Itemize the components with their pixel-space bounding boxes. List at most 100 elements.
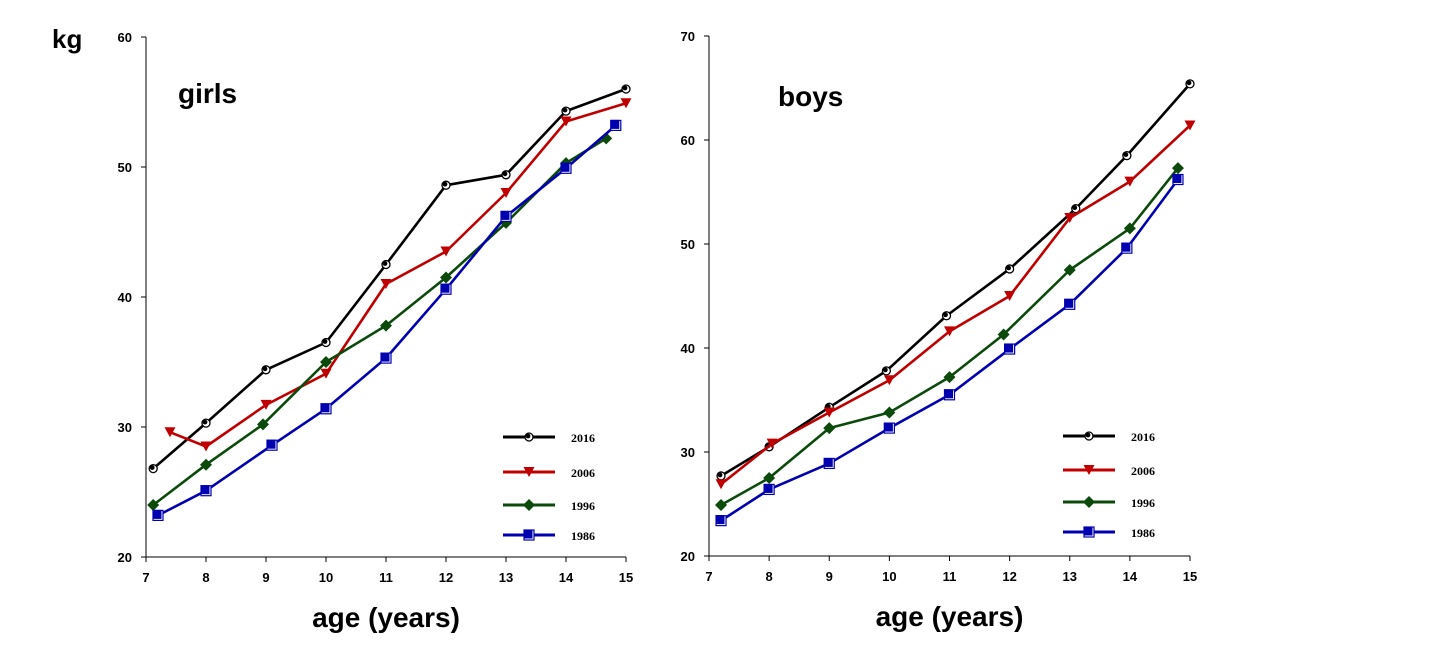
data-point bbox=[621, 84, 631, 94]
x-tick-label: 10 bbox=[882, 569, 896, 584]
data-point bbox=[320, 356, 332, 368]
data-point bbox=[440, 246, 452, 257]
x-tick-label: 15 bbox=[619, 570, 633, 585]
data-point bbox=[1121, 242, 1133, 254]
series-line bbox=[157, 124, 617, 517]
x-tick-label: 11 bbox=[943, 569, 957, 584]
data-point bbox=[715, 479, 727, 490]
data-point bbox=[823, 457, 835, 470]
data-point bbox=[1064, 298, 1076, 310]
data-point bbox=[1172, 173, 1184, 186]
data-point bbox=[380, 352, 392, 364]
y-tick-label: 50 bbox=[118, 160, 132, 175]
series-line bbox=[152, 137, 607, 507]
data-point bbox=[1004, 343, 1016, 355]
x-tick-label: 12 bbox=[1002, 569, 1016, 584]
legend-item: 1996 bbox=[503, 499, 595, 513]
data-point bbox=[257, 418, 269, 431]
data-point bbox=[997, 328, 1010, 341]
legend-marker bbox=[523, 467, 535, 477]
y-tick-label: 40 bbox=[118, 290, 132, 305]
data-point bbox=[152, 509, 164, 521]
x-tick-label: 14 bbox=[1123, 569, 1138, 584]
legend-label: 1986 bbox=[1131, 526, 1155, 540]
data-point bbox=[763, 472, 776, 484]
x-axis-title: age (years) bbox=[312, 602, 460, 633]
data-point bbox=[883, 422, 895, 434]
data-point bbox=[560, 116, 572, 127]
data-point bbox=[715, 499, 728, 512]
data-point bbox=[261, 365, 271, 375]
data-point bbox=[200, 458, 212, 471]
x-tick-label: 7 bbox=[142, 570, 149, 585]
data-point bbox=[200, 485, 212, 497]
x-tick-label: 14 bbox=[559, 570, 574, 585]
data-point bbox=[560, 162, 572, 174]
data-point bbox=[823, 422, 836, 435]
series-line bbox=[720, 124, 1191, 486]
legend-item: 1986 bbox=[503, 529, 595, 543]
legend-item: 2016 bbox=[503, 431, 595, 445]
y-tick-label: 60 bbox=[681, 133, 695, 148]
data-point bbox=[500, 188, 512, 198]
x-tick-label: 13 bbox=[1063, 569, 1077, 584]
y-tick-label: 30 bbox=[118, 420, 132, 435]
series-2016 bbox=[716, 79, 1195, 481]
data-point bbox=[201, 418, 211, 428]
data-point bbox=[1185, 79, 1195, 89]
data-point bbox=[1071, 203, 1081, 214]
series-line bbox=[720, 82, 1191, 478]
data-point bbox=[561, 106, 571, 116]
y-tick-label: 70 bbox=[681, 29, 695, 44]
legend-item: 2006 bbox=[503, 466, 595, 480]
data-point bbox=[883, 406, 896, 419]
data-point bbox=[440, 283, 452, 295]
legend-item: 2016 bbox=[1063, 430, 1155, 444]
data-point bbox=[943, 371, 956, 384]
y-tick-label: 20 bbox=[681, 549, 695, 564]
legend-label: 2006 bbox=[571, 466, 595, 480]
y-tick-label: 30 bbox=[681, 445, 695, 460]
data-point bbox=[823, 407, 835, 418]
legend-label: 2016 bbox=[1131, 430, 1155, 444]
data-point bbox=[501, 170, 511, 180]
legend-marker bbox=[1083, 526, 1095, 538]
legend-label: 1996 bbox=[571, 499, 595, 513]
data-point bbox=[943, 389, 956, 401]
data-point bbox=[766, 438, 778, 449]
legend-marker bbox=[523, 529, 535, 541]
series-1986 bbox=[715, 173, 1184, 527]
legend-item: 1986 bbox=[1063, 526, 1155, 540]
data-point bbox=[320, 403, 332, 415]
x-tick-label: 12 bbox=[439, 570, 453, 585]
series-line bbox=[152, 87, 627, 470]
x-tick-label: 15 bbox=[1183, 569, 1197, 584]
data-point bbox=[610, 119, 622, 132]
legend-marker bbox=[1083, 465, 1095, 475]
series-2016 bbox=[148, 84, 631, 474]
series-1996 bbox=[715, 162, 1184, 512]
data-point bbox=[883, 375, 895, 386]
data-point bbox=[381, 259, 391, 270]
data-point bbox=[620, 98, 632, 109]
data-point bbox=[715, 515, 727, 527]
data-point bbox=[1122, 150, 1132, 161]
data-point bbox=[260, 399, 272, 410]
legend-item: 2006 bbox=[1063, 464, 1155, 478]
legend-marker bbox=[1083, 496, 1095, 508]
data-point bbox=[440, 271, 452, 284]
legend-marker bbox=[1084, 431, 1094, 441]
x-tick-label: 13 bbox=[499, 570, 513, 585]
x-tick-label: 8 bbox=[766, 569, 773, 584]
panel-title: boys bbox=[778, 81, 843, 112]
data-point bbox=[380, 319, 392, 332]
data-point bbox=[716, 471, 726, 481]
y-tick-label: 40 bbox=[681, 341, 695, 356]
data-point bbox=[763, 483, 775, 496]
legend-label: 1986 bbox=[571, 529, 595, 543]
x-tick-label: 7 bbox=[705, 569, 712, 584]
data-point bbox=[881, 366, 892, 376]
data-point bbox=[320, 368, 332, 379]
data-point bbox=[200, 441, 212, 452]
